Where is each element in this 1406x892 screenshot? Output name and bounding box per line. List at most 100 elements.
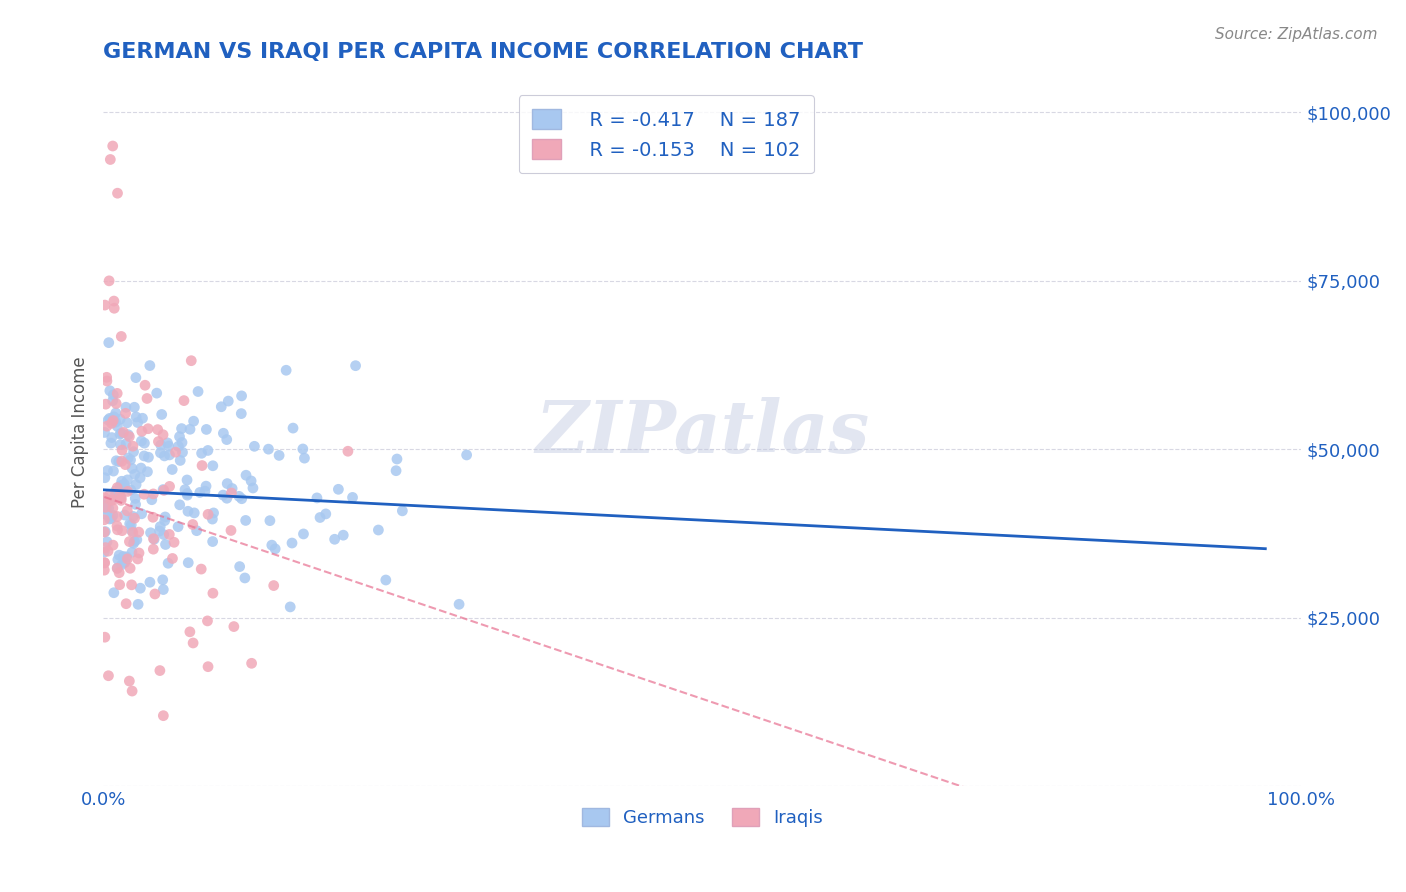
- Point: [115, 597, 138, 611]
- Point: [139, 575, 162, 590]
- Point: [112, 549, 135, 564]
- Point: [98, 411, 121, 425]
- Point: [108, 455, 131, 469]
- Point: [165, 445, 187, 459]
- Point: [120, 561, 142, 575]
- Point: [152, 483, 174, 497]
- Point: [93, 425, 115, 440]
- Point: [124, 534, 146, 549]
- Point: [115, 401, 138, 415]
- Point: [231, 491, 253, 506]
- Point: [374, 573, 396, 587]
- Point: [98, 512, 121, 526]
- Point: [121, 578, 143, 592]
- Point: [157, 527, 180, 541]
- Point: [127, 416, 149, 430]
- Point: [100, 511, 122, 525]
- Point: [121, 684, 143, 698]
- Point: [169, 430, 191, 444]
- Point: [385, 464, 408, 478]
- Point: [201, 586, 224, 600]
- Point: [153, 510, 176, 524]
- Point: [97, 413, 120, 427]
- Point: [222, 619, 245, 633]
- Point: [291, 442, 314, 456]
- Point: [153, 483, 176, 498]
- Point: [146, 423, 169, 437]
- Point: [124, 511, 146, 525]
- Point: [96, 374, 118, 388]
- Point: [112, 425, 135, 440]
- Point: [276, 363, 298, 377]
- Point: [97, 464, 120, 478]
- Point: [134, 378, 156, 392]
- Point: [309, 510, 332, 524]
- Point: [188, 485, 211, 500]
- Point: [94, 508, 117, 522]
- Point: [114, 556, 136, 570]
- Point: [131, 411, 153, 425]
- Point: [157, 556, 180, 570]
- Y-axis label: Per Capita Income: Per Capita Income: [72, 357, 89, 508]
- Point: [117, 427, 139, 442]
- Point: [94, 541, 117, 555]
- Point: [121, 439, 143, 453]
- Point: [344, 359, 367, 373]
- Point: [125, 533, 148, 547]
- Point: [136, 392, 159, 406]
- Point: [117, 450, 139, 465]
- Point: [114, 481, 136, 495]
- Point: [367, 523, 389, 537]
- Point: [110, 437, 132, 451]
- Point: [231, 407, 253, 421]
- Point: [160, 462, 183, 476]
- Point: [167, 439, 190, 453]
- Point: [201, 458, 224, 473]
- Point: [177, 504, 200, 518]
- Point: [98, 274, 121, 288]
- Point: [96, 419, 118, 434]
- Point: [94, 501, 117, 516]
- Point: [94, 397, 117, 411]
- Point: [240, 657, 263, 671]
- Point: [111, 454, 134, 468]
- Point: [260, 538, 283, 552]
- Point: [183, 506, 205, 520]
- Point: [108, 427, 131, 442]
- Point: [108, 489, 131, 503]
- Point: [221, 482, 243, 496]
- Point: [197, 508, 219, 522]
- Point: [110, 479, 132, 493]
- Point: [105, 561, 128, 575]
- Point: [98, 488, 121, 502]
- Point: [112, 477, 135, 491]
- Point: [134, 436, 156, 450]
- Point: [156, 436, 179, 450]
- Point: [157, 439, 180, 453]
- Point: [96, 502, 118, 516]
- Point: [149, 446, 172, 460]
- Point: [177, 556, 200, 570]
- Point: [176, 488, 198, 502]
- Point: [93, 491, 115, 505]
- Point: [108, 566, 131, 580]
- Point: [94, 524, 117, 539]
- Point: [152, 573, 174, 587]
- Point: [105, 481, 128, 495]
- Point: [174, 483, 197, 497]
- Point: [97, 544, 120, 558]
- Point: [264, 541, 287, 556]
- Point: [122, 444, 145, 458]
- Point: [385, 452, 408, 467]
- Point: [129, 471, 152, 485]
- Point: [93, 556, 115, 570]
- Point: [108, 412, 131, 426]
- Point: [197, 659, 219, 673]
- Point: [107, 523, 129, 537]
- Point: [195, 422, 218, 436]
- Point: [131, 434, 153, 448]
- Point: [111, 524, 134, 538]
- Point: [142, 487, 165, 501]
- Point: [148, 434, 170, 449]
- Point: [228, 559, 250, 574]
